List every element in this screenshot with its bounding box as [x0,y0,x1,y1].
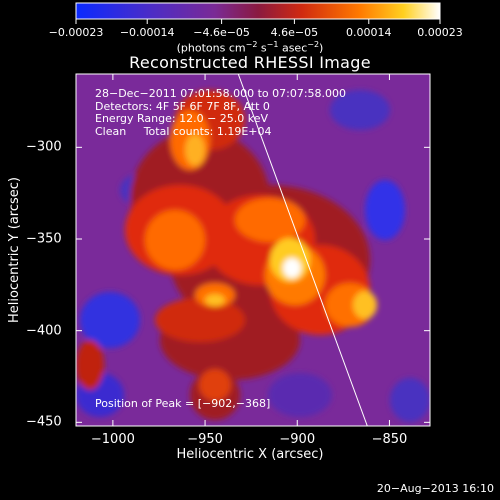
timestamp: 20−Aug−2013 16:10 [376,482,494,495]
x-axis-label: Heliocentric X (arcsec) [176,447,324,462]
y-axis-label: Heliocentric Y (arcsec) [7,177,22,323]
detectors-label: Detectors: 4F 5F 6F 7F 8F, Att 0 [95,99,270,113]
colorbar-tick-label: 4.6e−05 [270,26,319,39]
time-range-label: 28−Dec−2011 07:01:58.000 to 07:07:58.000 [95,87,347,100]
colorbar-gradient [75,2,441,20]
solar-limb-line [237,74,368,426]
colorbar-tick-label: 0.00014 [346,26,392,39]
colorbar-tick-label: −0.00014 [119,26,175,39]
method-counts-label: Clean Total counts: 1.19E+04 [95,124,272,138]
colorbar-tick-label: −0.00023 [48,26,104,39]
chart-title: Reconstructed RHESSI Image [129,53,371,72]
x-axis-ticks [112,74,390,426]
colorbar-tick-label: 0.00023 [417,26,463,39]
plot-frame [75,73,431,427]
y-tick-label: −350 [26,231,62,247]
colorbar [75,2,441,24]
y-tick-label: −400 [26,323,62,339]
peak-position-label: Position of Peak = [−902,−368] [95,397,271,410]
x-tick-label: −1000 [90,432,135,447]
x-tick-label: −850 [371,432,408,447]
y-axis-ticks [76,146,430,423]
y-tick-label: −450 [26,414,62,430]
energy-range-label: Energy Range: 12.0 − 25.0 keV [95,112,269,125]
observation-info: 28−Dec−2011 07:01:58.000 to 07:07:58.000… [95,87,347,138]
y-tick-label: −300 [26,139,62,155]
colorbar-tick-label: −4.6e−05 [193,26,250,39]
x-tick-label: −900 [279,432,316,447]
colorbar-ticks [75,19,441,24]
x-tick-label: −950 [187,432,223,447]
colorbar-units: (photons cm−2 s−1 asec−2) [176,40,324,55]
